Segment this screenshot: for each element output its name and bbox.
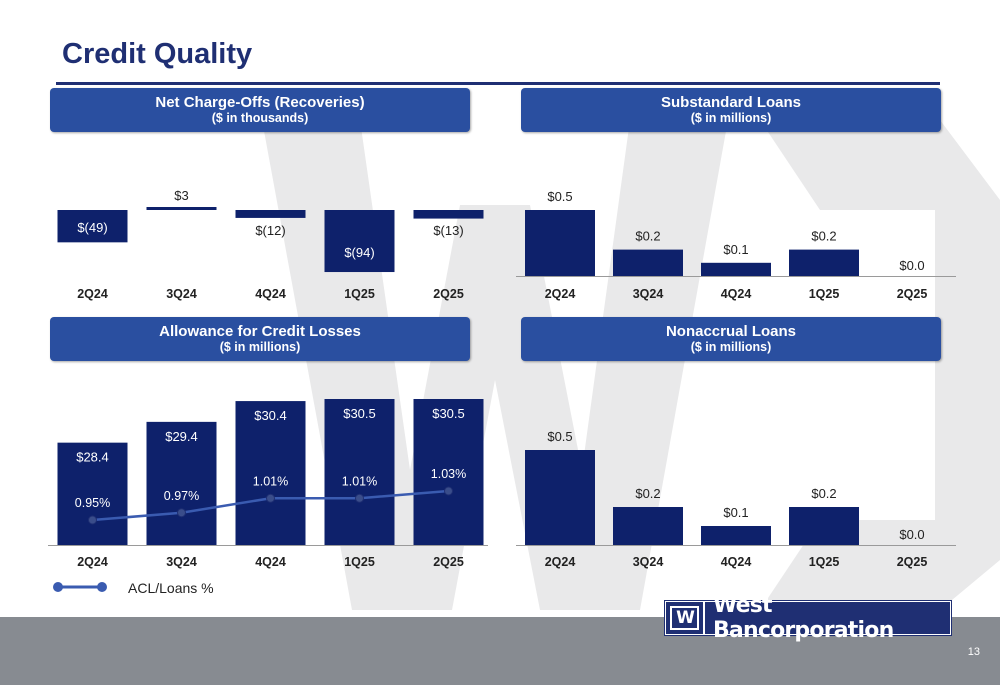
acl-value-label: $30.5 xyxy=(343,406,376,421)
nco-category-label: 2Q25 xyxy=(433,287,464,301)
substandard-bar xyxy=(789,249,859,276)
substandard-category-label: 1Q25 xyxy=(809,287,840,301)
nco-value-label: $(94) xyxy=(344,245,374,260)
acl-category-label: 2Q24 xyxy=(77,555,108,569)
nonaccrual-category-label: 3Q24 xyxy=(633,555,664,569)
acl-ratio-point xyxy=(177,508,186,518)
logo-mark: W xyxy=(670,606,700,630)
nco-value-label: $(12) xyxy=(255,223,285,238)
page-number: 13 xyxy=(967,646,980,658)
nonaccrual-bar xyxy=(613,507,683,545)
nonaccrual-loans-title: Nonaccrual Loans xyxy=(665,323,797,340)
substandard-category-label: 4Q24 xyxy=(721,287,752,301)
substandard-category-label: 2Q25 xyxy=(897,287,928,301)
substandard-category-label: 3Q24 xyxy=(633,287,664,301)
nco-bar xyxy=(413,210,484,219)
acl-value-label: $28.4 xyxy=(76,450,109,465)
company-logo: W West Bancorporation xyxy=(665,593,951,643)
nco-value-label: $(49) xyxy=(77,220,107,235)
nonaccrual-category-label: 1Q25 xyxy=(809,555,840,569)
acl-ratio-point xyxy=(355,493,364,503)
acl-ratio-label: 1.01% xyxy=(253,474,288,488)
legend-label: ACL/Loans % xyxy=(128,580,214,596)
acl-value-label: $30.4 xyxy=(254,408,287,423)
nonaccrual-category-label: 2Q24 xyxy=(545,555,576,569)
acl-ratio-label: 1.01% xyxy=(342,474,377,488)
substandard-value-label: $0.1 xyxy=(723,242,748,257)
acl-category-label: 3Q24 xyxy=(166,555,197,569)
page-title: Credit Quality xyxy=(62,38,253,70)
acl-ratio-point xyxy=(88,515,97,525)
legend-line-marker xyxy=(53,582,107,592)
substandard-bar xyxy=(613,249,683,276)
nonaccrual-value-label: $0.2 xyxy=(635,486,660,501)
nonaccrual-loans-subtitle: ($ in millions) xyxy=(690,340,772,354)
logo-separator xyxy=(703,602,705,634)
substandard-loans-subtitle: ($ in millions) xyxy=(690,111,772,125)
nco-bar xyxy=(324,210,395,273)
substandard-value-label: $0.2 xyxy=(635,229,660,244)
net-charge-offs-header: Net Charge-Offs (Recoveries) ($ in thous… xyxy=(50,88,470,132)
nonaccrual-value-label: $0.5 xyxy=(547,429,572,444)
nco-value-label: $3 xyxy=(174,188,188,203)
nco-category-label: 4Q24 xyxy=(255,287,286,301)
nonaccrual-value-label: $0.2 xyxy=(811,486,836,501)
nco-bar xyxy=(57,210,128,243)
substandard-loans-header: Substandard Loans ($ in millions) xyxy=(521,88,941,132)
logo-text: West Bancorporation xyxy=(712,593,894,643)
acl-ratio-point xyxy=(266,493,275,503)
nco-category-label: 1Q25 xyxy=(344,287,375,301)
nco-bar xyxy=(235,210,306,218)
acl-bar xyxy=(235,401,306,545)
acl-ratio-label: 1.03% xyxy=(431,467,466,481)
nonaccrual-category-label: 2Q25 xyxy=(897,555,928,569)
net-charge-offs-title: Net Charge-Offs (Recoveries) xyxy=(155,94,365,111)
acl-bar xyxy=(57,442,128,545)
substandard-loans-title: Substandard Loans xyxy=(660,94,802,111)
acl-title: Allowance for Credit Losses xyxy=(159,323,361,340)
substandard-bar xyxy=(525,210,595,276)
nco-category-label: 2Q24 xyxy=(77,287,108,301)
nonaccrual-bar xyxy=(701,526,771,545)
acl-ratio-label: 0.95% xyxy=(75,496,110,510)
substandard-bar xyxy=(701,262,771,276)
acl-bar xyxy=(146,421,217,545)
nonaccrual-value-label: $0.1 xyxy=(723,505,748,520)
acl-ratio-label: 0.97% xyxy=(164,489,199,503)
acl-bar xyxy=(324,399,395,545)
substandard-category-label: 2Q24 xyxy=(545,287,576,301)
nonaccrual-loans-header: Nonaccrual Loans ($ in millions) xyxy=(521,317,941,361)
nonaccrual-category-label: 4Q24 xyxy=(721,555,752,569)
nco-bar xyxy=(146,207,217,210)
substandard-value-label: $0.2 xyxy=(811,229,836,244)
acl-category-label: 1Q25 xyxy=(344,555,375,569)
nonaccrual-bar xyxy=(789,507,859,545)
nonaccrual-value-label: $0.0 xyxy=(899,527,924,542)
nco-value-label: $(13) xyxy=(433,223,463,238)
acl-header: Allowance for Credit Losses ($ in millio… xyxy=(50,317,470,361)
title-rule xyxy=(56,82,940,85)
nco-category-label: 3Q24 xyxy=(166,287,197,301)
legend: ACL/Loans % xyxy=(52,578,252,598)
acl-bar xyxy=(413,399,484,545)
acl-value-label: $30.5 xyxy=(432,406,465,421)
acl-ratio-point xyxy=(444,486,453,496)
acl-subtitle: ($ in millions) xyxy=(219,340,301,354)
substandard-value-label: $0.5 xyxy=(547,189,572,204)
nonaccrual-bar xyxy=(525,450,595,545)
acl-value-label: $29.4 xyxy=(165,429,198,444)
substandard-value-label: $0.0 xyxy=(899,258,924,273)
net-charge-offs-subtitle: ($ in thousands) xyxy=(211,111,309,125)
acl-category-label: 4Q24 xyxy=(255,555,286,569)
acl-category-label: 2Q25 xyxy=(433,555,464,569)
